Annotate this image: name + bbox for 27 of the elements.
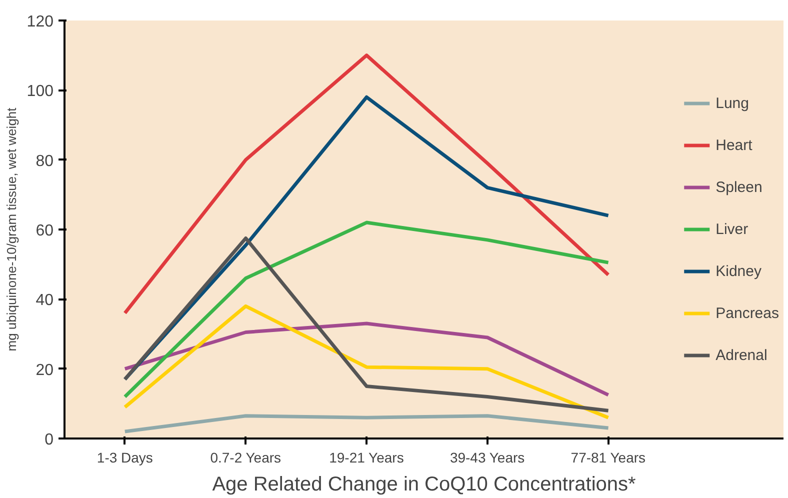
y-tick-label: 0	[44, 432, 54, 448]
line-series	[123, 220, 610, 398]
y-tick-label: 40	[36, 292, 54, 310]
y-tick-label: 100	[26, 83, 54, 100]
y-tick-label: 20	[36, 362, 54, 379]
line-series	[123, 322, 610, 397]
line-series	[123, 304, 610, 420]
x-tick-label: 19-21 Years	[329, 450, 404, 466]
line-series	[123, 54, 610, 315]
y-tick-label: 120	[26, 14, 54, 30]
x-tick-label: 77-81 Years	[570, 450, 646, 466]
legend-label: Pancreas	[716, 304, 779, 322]
legend-label: Adrenal	[716, 346, 768, 364]
y-tick-label: 80	[36, 152, 54, 170]
x-tick-label: 1-3 Days	[96, 450, 153, 466]
legend-label: Heart	[716, 136, 752, 154]
x-axis-title: Age Related Change in CoQ10 Concentrations*	[212, 474, 636, 496]
line-series	[123, 236, 610, 412]
x-tick-label: 0.7-2 Years	[210, 450, 282, 466]
legend-label: Lung	[716, 94, 749, 112]
legend-label: Kidney	[716, 262, 762, 280]
legend-label: Liver	[716, 220, 748, 238]
legend-label: Spleen	[716, 178, 762, 196]
x-tick-label: 39-43 Years	[450, 450, 525, 466]
y-tick-label: 60	[36, 222, 54, 240]
line-series	[123, 414, 610, 434]
y-axis-title: mg ubiquinone-10/gram tissue, wet weight	[4, 107, 19, 352]
